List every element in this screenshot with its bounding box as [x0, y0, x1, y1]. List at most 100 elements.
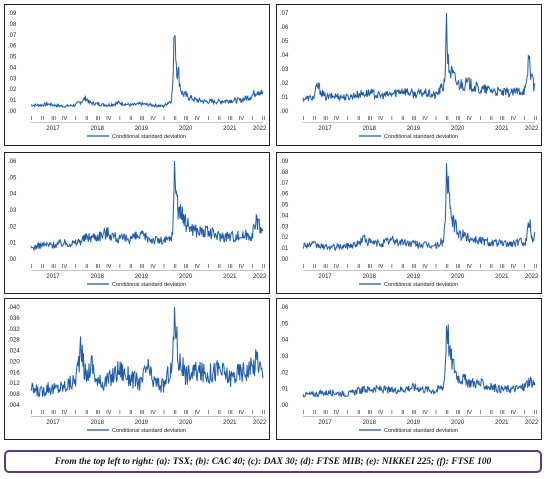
x-quarter-label: IV — [195, 116, 201, 122]
x-quarter-label: II — [218, 264, 222, 270]
x-quarter-label: III — [367, 410, 372, 416]
x-quarter-label: IV — [106, 264, 112, 270]
x-quarter-label: II — [534, 116, 538, 122]
figure-caption-box: From the top left to right: (a): TSX; (b… — [4, 450, 542, 473]
x-quarter-label: I — [524, 410, 526, 416]
volatility-line — [31, 35, 263, 107]
y-tick-label: .04 — [280, 213, 289, 219]
x-quarter-label: I — [207, 116, 209, 122]
chart-panel-b: .00.01.02.03.04.05.06.07 I II III IV I II III IV… — [276, 4, 542, 146]
x-year-label: 2022 — [253, 126, 267, 132]
y-tick-label: .00 — [280, 109, 289, 115]
x-year-label: 2020 — [451, 420, 465, 426]
y-tick-label: .05 — [8, 55, 17, 61]
x-quarter-label: III — [367, 264, 372, 270]
x-quarter-label: II — [85, 264, 89, 270]
volatility-line — [31, 161, 263, 250]
chart-svg-d: .00.01.02.03.04.05.06.07.08.09I II III IV I I… — [277, 153, 543, 295]
y-tick-label: .06 — [8, 159, 17, 165]
x-quarter-label: II — [218, 116, 222, 122]
x-quarter-label: II — [129, 264, 133, 270]
chart-panel-a: .00.01.02.03.04.05.06.07.08.09 I II III IV I I… — [4, 4, 270, 146]
x-quarter-label: I — [163, 410, 165, 416]
x-quarter-label: II — [534, 264, 538, 270]
x-quarter-label: IV — [150, 410, 156, 416]
x-quarter-label: II — [490, 264, 494, 270]
y-tick-label: .06 — [280, 305, 289, 311]
x-quarter-label: II — [401, 264, 405, 270]
x-year-label: 2021 — [495, 274, 509, 280]
y-tick-label: .00 — [280, 257, 289, 263]
x-quarter-label: III — [51, 410, 56, 416]
x-quarter-label: IV — [195, 410, 201, 416]
x-quarter-label: II — [446, 264, 450, 270]
x-quarter-label: I — [31, 410, 33, 416]
x-quarter-label: IV — [422, 116, 428, 122]
x-quarter-label: I — [435, 264, 437, 270]
x-quarter-label: IV — [422, 264, 428, 270]
y-tick-label: .06 — [280, 192, 289, 198]
x-quarter-label: IV — [195, 264, 201, 270]
x-quarter-label: IV — [106, 116, 112, 122]
y-tick-label: .09 — [280, 159, 289, 165]
x-quarter-label: III — [95, 264, 100, 270]
x-quarter-label: III — [412, 410, 417, 416]
x-quarter-label: I — [303, 410, 305, 416]
legend-label: Conditional standard deviation — [384, 428, 458, 434]
x-year-label: 2021 — [223, 274, 237, 280]
x-quarter-label: I — [524, 116, 526, 122]
x-quarter-label: I — [435, 410, 437, 416]
x-year-label: 2020 — [179, 420, 193, 426]
x-quarter-label: IV — [378, 264, 384, 270]
x-quarter-label: II — [446, 410, 450, 416]
volatility-line — [303, 324, 535, 396]
x-quarter-label: I — [119, 116, 121, 122]
x-year-label: 2022 — [525, 274, 539, 280]
x-quarter-label: II — [174, 116, 178, 122]
y-tick-label: .00 — [280, 403, 289, 409]
y-tick-label: .01 — [280, 95, 289, 101]
x-quarter-label: II — [313, 410, 317, 416]
chart-svg-a: .00.01.02.03.04.05.06.07.08.09I II III IV I I… — [5, 5, 271, 147]
x-quarter-label: II — [446, 116, 450, 122]
x-quarter-label: III — [228, 264, 233, 270]
y-tick-label: .04 — [280, 53, 289, 59]
x-year-label: 2022 — [525, 126, 539, 132]
y-tick-label: .012 — [8, 381, 20, 387]
y-tick-label: .07 — [8, 33, 17, 39]
x-year-label: 2017 — [318, 126, 332, 132]
x-year-label: 2020 — [179, 126, 193, 132]
x-quarter-label: III — [140, 410, 145, 416]
x-quarter-label: IV — [62, 116, 68, 122]
chart-svg-f: .00.01.02.03.04.05.06I II III IV I II III IV I II… — [277, 299, 543, 441]
y-tick-label: .06 — [280, 25, 289, 31]
y-tick-label: .020 — [8, 359, 20, 365]
x-year-label: 2019 — [407, 274, 421, 280]
x-quarter-label: I — [252, 410, 254, 416]
chart-panel-d: .00.01.02.03.04.05.06.07.08.09 I II III IV I I… — [276, 152, 542, 294]
x-quarter-label: II — [41, 264, 45, 270]
legend-label: Conditional standard deviation — [112, 282, 186, 288]
y-tick-label: .09 — [8, 11, 17, 17]
x-year-label: 2018 — [91, 420, 105, 426]
x-year-label: 2017 — [318, 420, 332, 426]
y-tick-label: .024 — [8, 349, 20, 355]
legend-label: Conditional standard deviation — [112, 428, 186, 434]
x-year-label: 2019 — [135, 274, 149, 280]
x-quarter-label: IV — [106, 410, 112, 416]
x-quarter-label: I — [163, 116, 165, 122]
x-year-label: 2022 — [253, 420, 267, 426]
x-quarter-label: IV — [511, 116, 517, 122]
x-year-label: 2018 — [91, 126, 105, 132]
x-quarter-label: I — [479, 116, 481, 122]
x-year-label: 2018 — [363, 420, 377, 426]
x-year-label: 2019 — [135, 420, 149, 426]
volatility-line — [303, 163, 535, 250]
x-quarter-label: II — [262, 264, 266, 270]
x-quarter-label: III — [500, 116, 505, 122]
y-tick-label: .004 — [8, 403, 20, 409]
x-quarter-label: III — [184, 116, 189, 122]
x-year-label: 2017 — [46, 274, 60, 280]
x-year-label: 2020 — [451, 126, 465, 132]
x-quarter-label: I — [347, 410, 349, 416]
